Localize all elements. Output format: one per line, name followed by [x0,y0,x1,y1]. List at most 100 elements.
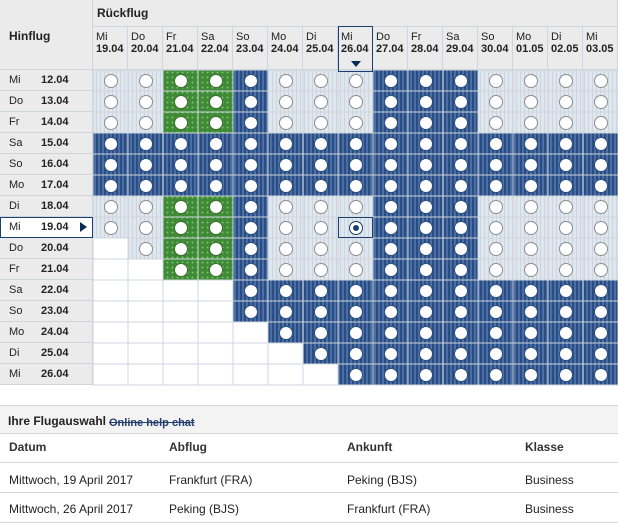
fare-radio[interactable] [593,178,608,193]
outbound-date-header[interactable]: Fr 21.04 [0,259,93,280]
outbound-date-header[interactable]: Sa 22.04 [0,280,93,301]
fare-radio[interactable] [383,367,398,382]
return-date-header[interactable]: Mi 19.04 [93,27,128,70]
fare-radio[interactable] [313,73,328,88]
fare-radio[interactable] [138,136,153,151]
fare-radio[interactable] [313,115,328,130]
fare-radio[interactable] [208,262,223,277]
fare-radio[interactable] [418,262,433,277]
fare-radio[interactable] [243,304,258,319]
fare-radio[interactable] [313,199,328,214]
fare-radio[interactable] [243,178,258,193]
fare-radio[interactable] [488,325,503,340]
fare-radio[interactable] [418,73,433,88]
fare-radio[interactable] [313,94,328,109]
fare-radio[interactable] [593,304,608,319]
fare-radio[interactable] [418,367,433,382]
fare-radio[interactable] [383,283,398,298]
fare-radio[interactable] [173,199,188,214]
fare-radio[interactable] [278,157,293,172]
fare-radio[interactable] [488,346,503,361]
fare-radio[interactable] [488,241,503,256]
fare-radio[interactable] [383,220,398,235]
return-date-header[interactable]: Mo 01.05 [513,27,548,70]
outbound-date-header[interactable]: Do 20.04 [0,238,93,259]
fare-radio[interactable] [243,220,258,235]
fare-radio[interactable] [313,241,328,256]
fare-radio[interactable] [418,136,433,151]
fare-radio[interactable] [523,262,538,277]
fare-radio[interactable] [558,157,573,172]
outbound-date-header[interactable]: Fr 14.04 [0,112,93,133]
fare-radio[interactable] [523,199,538,214]
fare-radio[interactable] [243,241,258,256]
fare-radio[interactable] [558,304,573,319]
fare-radio[interactable] [348,73,363,88]
fare-radio[interactable] [278,220,293,235]
fare-radio[interactable] [453,115,468,130]
fare-radio[interactable] [278,304,293,319]
fare-radio[interactable] [488,304,503,319]
fare-radio[interactable] [383,94,398,109]
return-date-header[interactable]: Sa 22.04 [198,27,233,70]
fare-radio[interactable] [558,136,573,151]
fare-radio[interactable] [348,241,363,256]
fare-radio[interactable] [383,199,398,214]
fare-radio[interactable] [453,199,468,214]
fare-radio[interactable] [348,157,363,172]
fare-radio[interactable] [558,220,573,235]
fare-radio[interactable] [453,262,468,277]
fare-radio[interactable] [383,157,398,172]
fare-radio[interactable] [523,367,538,382]
fare-radio[interactable] [383,241,398,256]
fare-radio[interactable] [138,73,153,88]
fare-radio[interactable] [593,325,608,340]
fare-radio[interactable] [558,115,573,130]
fare-radio[interactable] [418,199,433,214]
fare-radio[interactable] [173,115,188,130]
fare-radio[interactable] [523,346,538,361]
fare-radio[interactable] [488,115,503,130]
outbound-date-header[interactable]: Mo 24.04 [0,322,93,343]
fare-radio[interactable] [418,283,433,298]
fare-radio[interactable] [313,157,328,172]
fare-radio[interactable] [558,262,573,277]
fare-radio[interactable] [593,199,608,214]
fare-radio[interactable] [348,94,363,109]
return-date-header[interactable]: Do 20.04 [128,27,163,70]
fare-radio[interactable] [383,346,398,361]
fare-radio[interactable] [558,325,573,340]
fare-radio[interactable] [523,283,538,298]
outbound-date-header[interactable]: Mi 12.04 [0,70,93,91]
fare-radio[interactable] [103,73,118,88]
fare-radio[interactable] [523,94,538,109]
outbound-date-header[interactable]: So 16.04 [0,154,93,175]
fare-radio[interactable] [383,325,398,340]
fare-radio[interactable] [243,136,258,151]
fare-radio[interactable] [348,199,363,214]
fare-radio[interactable] [488,367,503,382]
return-date-header[interactable]: Mo 24.04 [268,27,303,70]
fare-radio[interactable] [278,94,293,109]
fare-radio[interactable] [488,283,503,298]
fare-radio[interactable] [313,325,328,340]
fare-radio[interactable] [208,220,223,235]
fare-radio[interactable] [278,115,293,130]
fare-radio[interactable] [523,178,538,193]
fare-radio[interactable] [208,94,223,109]
fare-radio[interactable] [593,94,608,109]
fare-radio[interactable] [348,283,363,298]
fare-radio[interactable] [208,199,223,214]
return-date-header[interactable]: So 30.04 [478,27,513,70]
fare-radio[interactable] [453,367,468,382]
return-date-header[interactable]: So 23.04 [233,27,268,70]
fare-radio[interactable] [278,262,293,277]
fare-radio[interactable] [243,283,258,298]
fare-radio[interactable] [453,73,468,88]
fare-radio[interactable] [348,136,363,151]
fare-radio[interactable] [138,199,153,214]
fare-radio[interactable] [103,157,118,172]
fare-radio[interactable] [558,178,573,193]
return-date-header[interactable]: Fr 28.04 [408,27,443,70]
return-date-header[interactable]: Mi 26.04 [338,27,373,70]
